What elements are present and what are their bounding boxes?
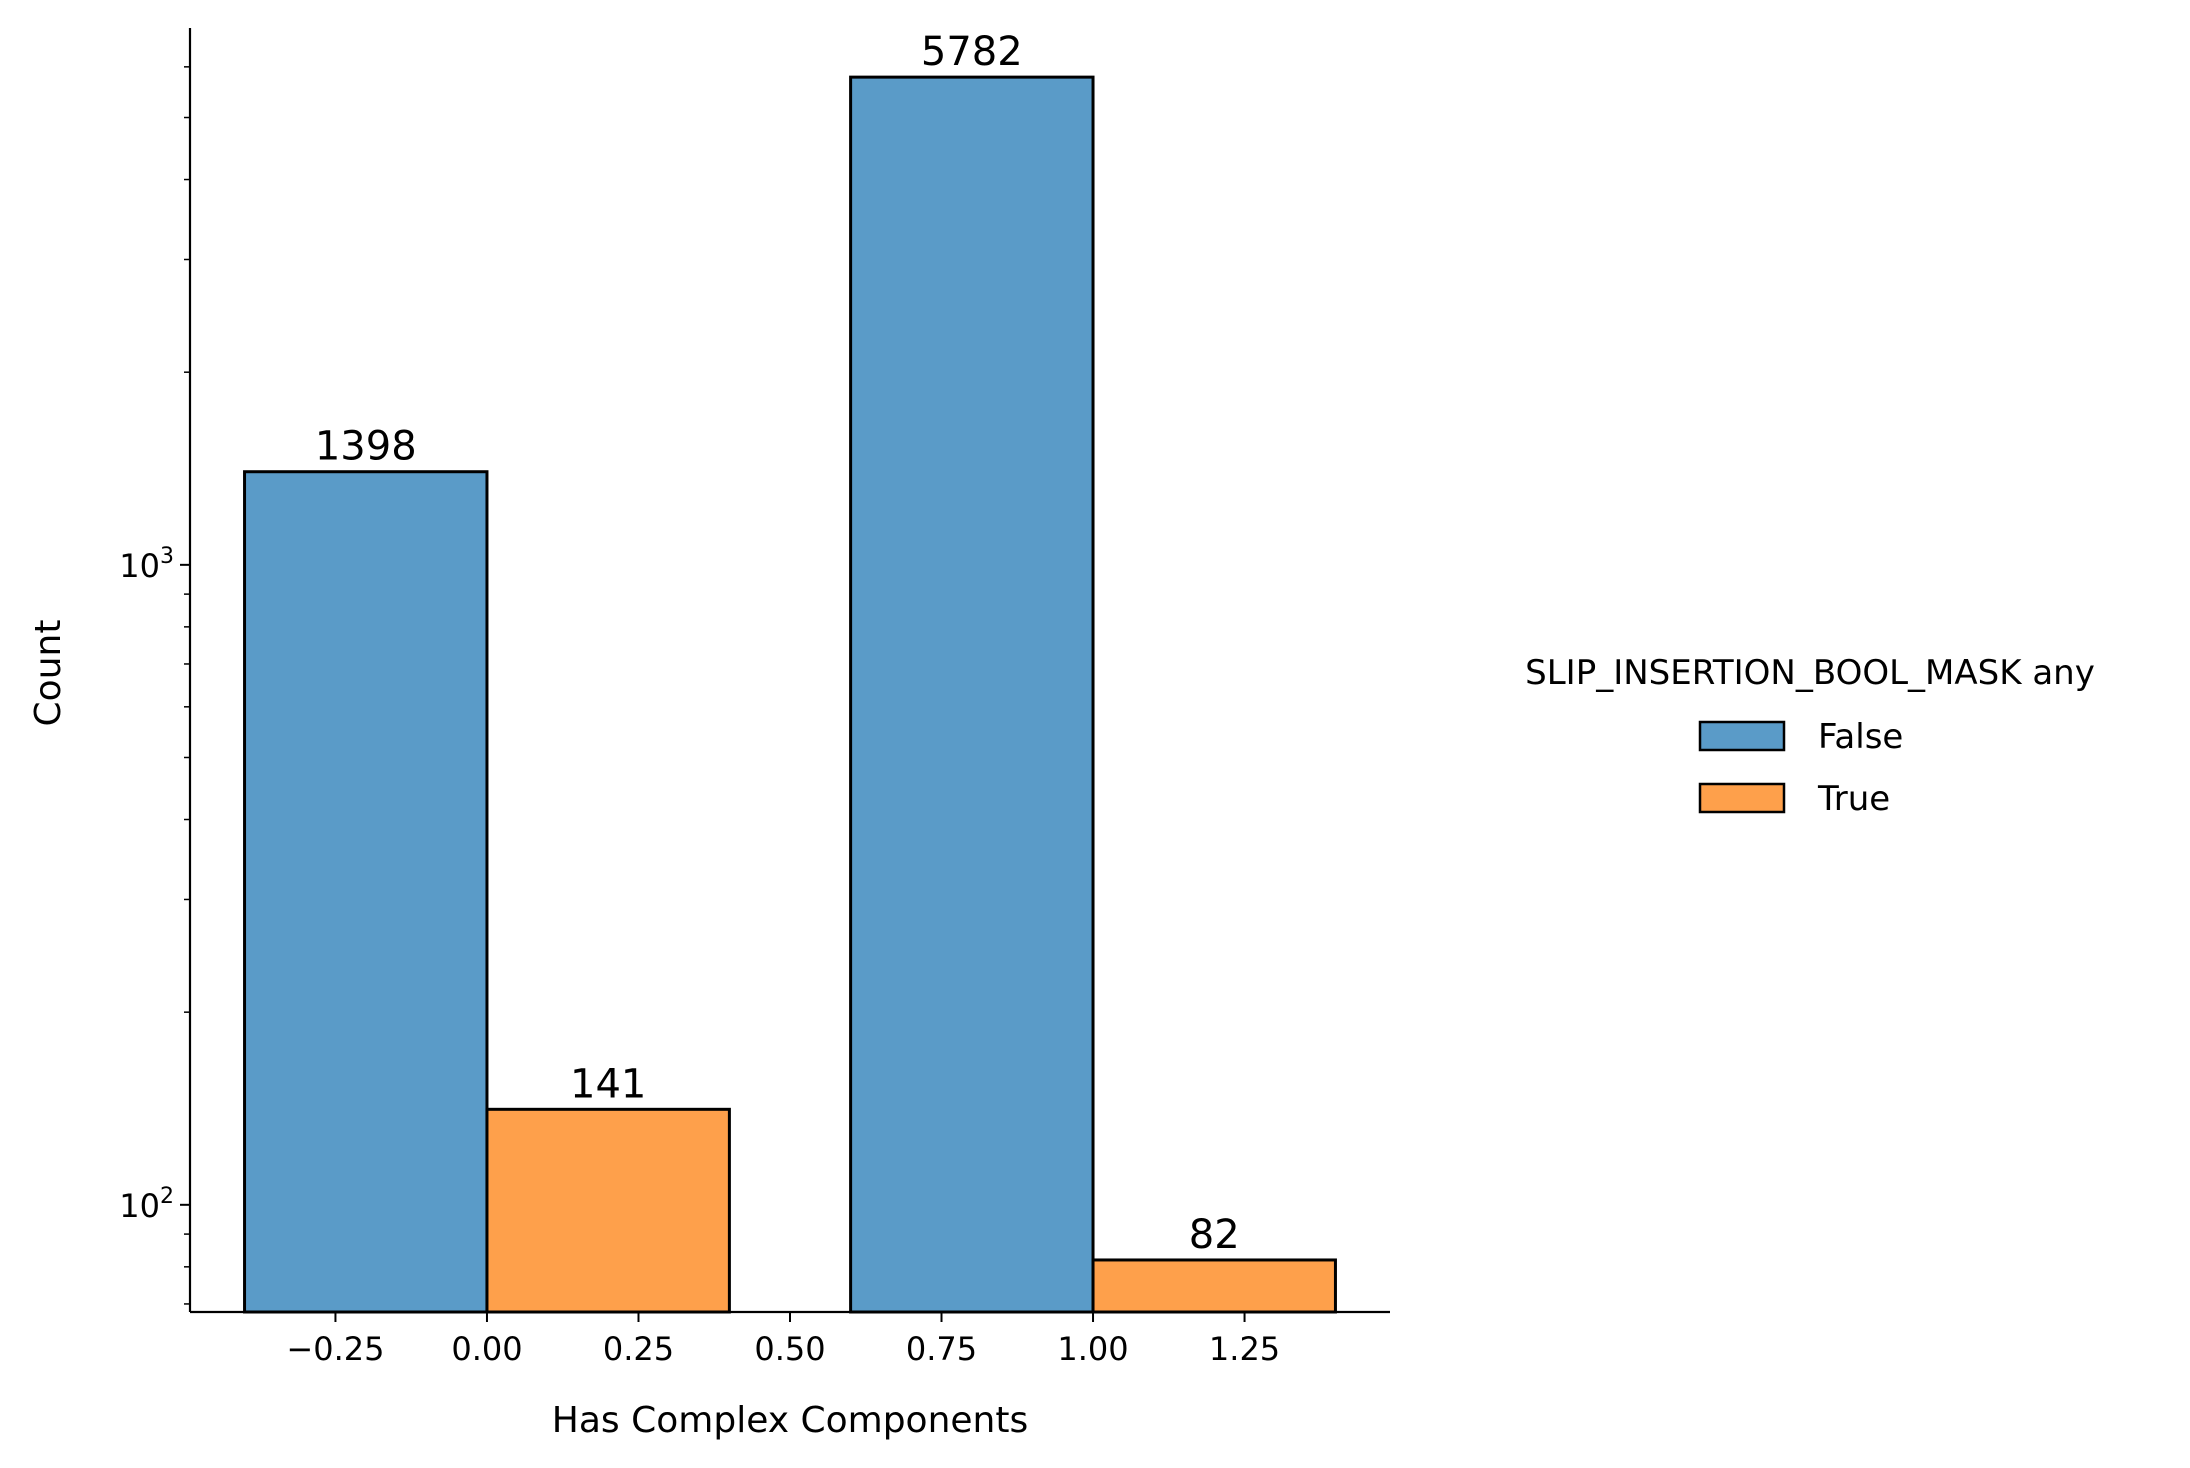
legend-items: False True (1698, 717, 1903, 819)
bars-layer: 1398 141 5782 82 (243, 29, 1337, 1314)
bar-true (485, 1107, 731, 1314)
x-tick-label: 1.25 (1209, 1330, 1280, 1368)
data-label: 141 (570, 1061, 646, 1107)
x-tick-label: 1.00 (1057, 1330, 1128, 1368)
y-tick-label: 102 (119, 1184, 174, 1225)
axes-layer: −0.25 0.00 0.25 0.50 0.75 1.00 1.25 102 103 (119, 28, 1390, 1368)
data-label: 5782 (921, 29, 1023, 75)
x-tick-label: 0.00 (451, 1330, 522, 1368)
legend-swatch-false (1698, 720, 1786, 752)
y-tick-label: 103 (119, 544, 174, 585)
x-tick-label: 0.75 (906, 1330, 977, 1368)
bar-false (243, 470, 489, 1314)
data-label: 82 (1189, 1212, 1240, 1258)
x-axis-label: Has Complex Components (552, 1400, 1028, 1441)
legend: SLIP_INSERTION_BOOL_MASK any False True (1525, 653, 2095, 819)
bar-true (1091, 1258, 1337, 1314)
legend-label-true: True (1817, 779, 1890, 819)
x-tick-label: −0.25 (286, 1330, 384, 1368)
legend-swatch-true (1698, 782, 1786, 814)
legend-title: SLIP_INSERTION_BOOL_MASK any (1525, 653, 2095, 693)
x-tick-label: 0.25 (603, 1330, 674, 1368)
bar-false (849, 75, 1095, 1314)
y-axis-label: Count (28, 620, 69, 727)
data-label: 1398 (315, 424, 417, 470)
x-tick-label: 0.50 (754, 1330, 825, 1368)
legend-label-false: False (1818, 717, 1903, 757)
